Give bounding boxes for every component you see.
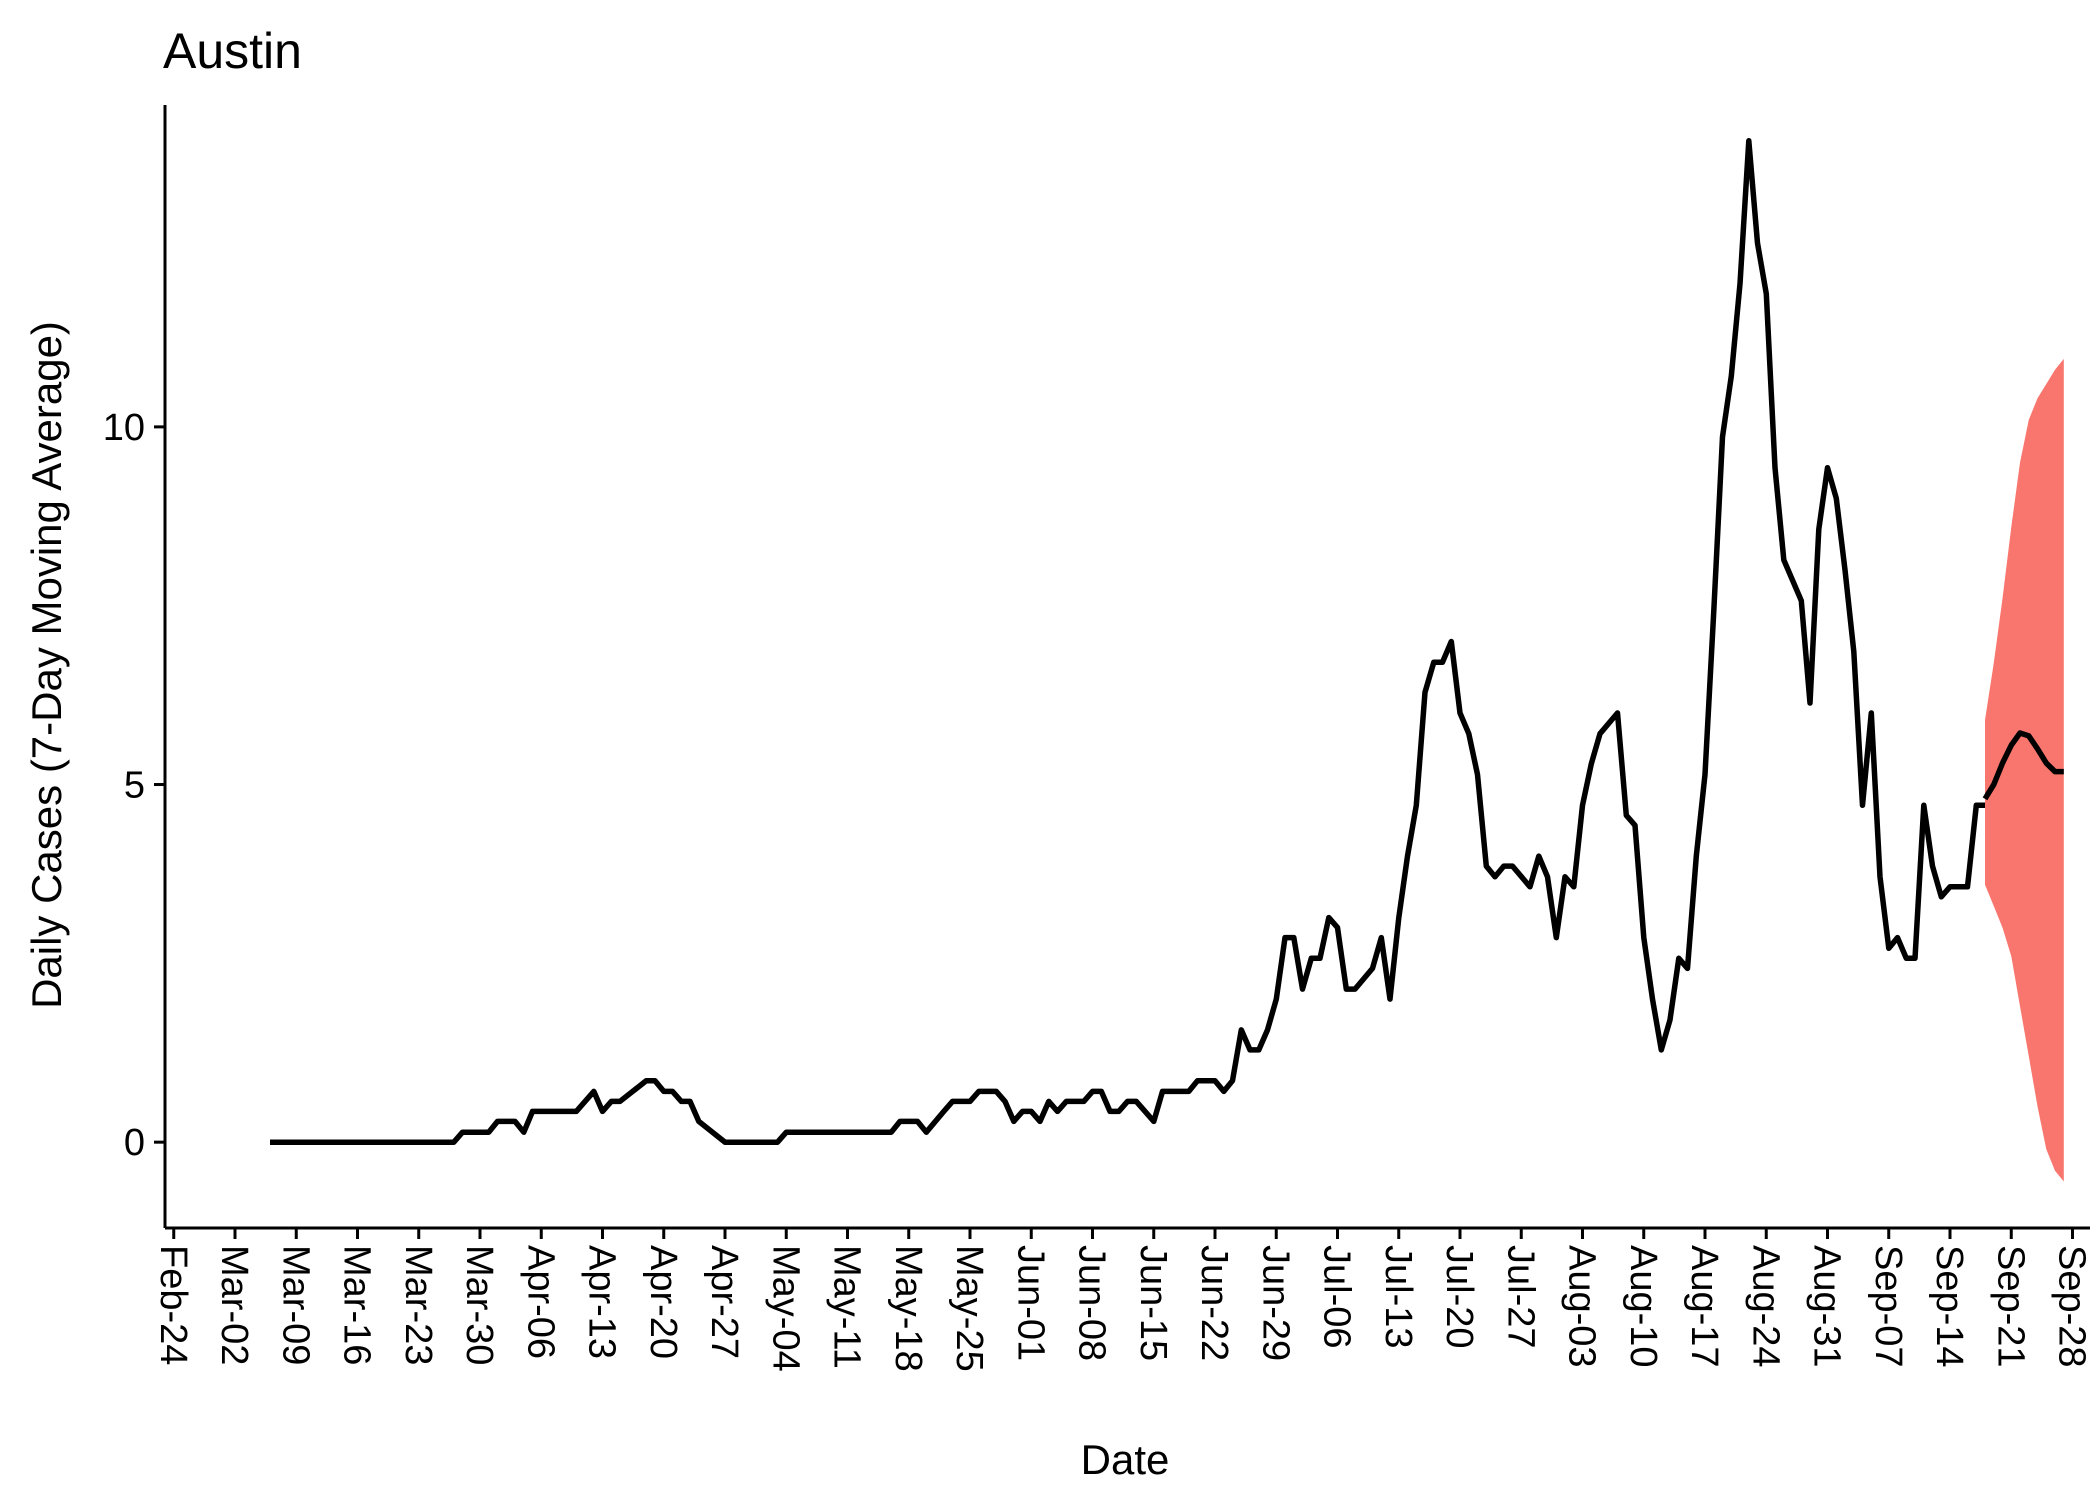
- x-tick-label: Apr-06: [519, 1245, 561, 1359]
- x-tick-label: Apr-20: [642, 1245, 684, 1359]
- x-tick-label: Jun-15: [1132, 1245, 1174, 1361]
- x-tick-label: Apr-27: [703, 1245, 745, 1359]
- y-axis: 0 5 10: [103, 105, 167, 1228]
- x-tick-label: Mar-16: [336, 1245, 378, 1365]
- x-axis-title: Date: [1081, 1436, 1170, 1483]
- x-tick-label: Jun-22: [1193, 1245, 1235, 1361]
- x-tick-label: May-11: [826, 1245, 868, 1369]
- x-tick-label: Mar-09: [274, 1245, 316, 1365]
- x-tick-label: Jul-13: [1377, 1245, 1419, 1349]
- x-tick-label: Jul-27: [1499, 1245, 1541, 1349]
- x-axis: Feb-24 Mar-02 Mar-09 Mar-16 Mar-23 Mar-30 Apr-…: [152, 1226, 2093, 1372]
- x-tick-label: Mar-02: [213, 1245, 255, 1365]
- x-tick-label: Jul-20: [1438, 1245, 1480, 1349]
- x-tick-label: May-25: [948, 1245, 990, 1372]
- x-tick-label: Sep-28: [2051, 1245, 2093, 1368]
- x-tick-label: May-18: [887, 1245, 929, 1372]
- x-tick-label: Aug-10: [1622, 1245, 1664, 1368]
- plot-area: [270, 138, 2064, 1182]
- series-line-forecast: [1982, 730, 2064, 801]
- forecast-ribbon: [1985, 358, 2064, 1182]
- chart-title: Austin: [163, 23, 302, 79]
- x-tick-label: Aug-31: [1806, 1245, 1848, 1368]
- x-tick-label: Aug-03: [1561, 1245, 1603, 1368]
- x-tick-label: Aug-24: [1744, 1245, 1786, 1368]
- x-tick-label: Mar-30: [458, 1245, 500, 1365]
- x-tick-label: Sep-07: [1867, 1245, 1909, 1368]
- x-tick-label: Sep-21: [1989, 1245, 2031, 1368]
- x-tick-label: Jun-29: [1254, 1245, 1296, 1361]
- x-tick-label: Jul-06: [1316, 1245, 1358, 1349]
- y-tick-label: 5: [124, 765, 145, 807]
- x-tick-label: Mar-23: [397, 1245, 439, 1365]
- y-tick-label: 10: [103, 407, 145, 449]
- x-tick-label: Apr-13: [581, 1245, 623, 1359]
- series-line-observed: [270, 138, 1985, 1145]
- x-tick-label: May-04: [764, 1245, 806, 1372]
- x-tick-label: Jun-08: [1071, 1245, 1113, 1361]
- x-tick-label: Aug-17: [1683, 1245, 1725, 1368]
- y-axis-title: Daily Cases (7-Day Moving Average): [23, 321, 70, 1009]
- y-tick-label: 0: [124, 1122, 145, 1164]
- x-tick-label: Jun-01: [1009, 1245, 1051, 1361]
- x-tick-label: Sep-14: [1928, 1245, 1970, 1368]
- x-tick-label: Feb-24: [152, 1245, 194, 1365]
